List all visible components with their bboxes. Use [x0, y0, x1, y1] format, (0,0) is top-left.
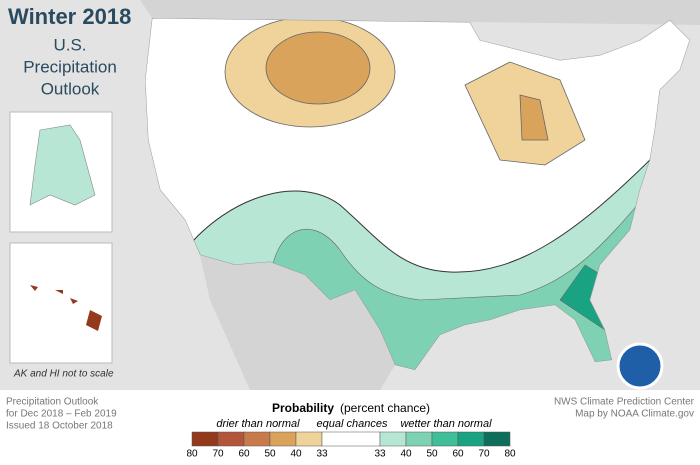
legend-tick-label: 33 — [316, 449, 328, 460]
legend-tick-label: 70 — [212, 449, 224, 460]
legend-title-note: (percent chance) — [340, 401, 430, 415]
mexico — [200, 255, 395, 390]
noaa-logo — [616, 342, 664, 390]
footer — [0, 390, 700, 460]
canada — [140, 0, 700, 25]
hawaii — [30, 285, 102, 331]
legend-label: equal chances — [317, 418, 388, 430]
legend-tick-label: 33 — [374, 449, 386, 460]
footer-line: Map by NOAA Climate.gov — [575, 409, 694, 420]
legend-swatch — [269, 431, 297, 447]
legend-label: wetter than normal — [400, 418, 492, 430]
legend-swatch — [431, 431, 459, 447]
title: Winter 2018 — [8, 4, 131, 29]
alaska — [29, 124, 96, 206]
legend-swatch — [217, 431, 245, 447]
footer-line: Issued 18 October 2018 — [6, 421, 113, 432]
legend-tick-label: 50 — [426, 449, 438, 460]
legend-tick-label: 60 — [452, 449, 464, 460]
legend-tick-label: 40 — [290, 449, 302, 460]
subtitle-line: U.S. — [53, 35, 86, 54]
legend-tick-label: 50 — [264, 449, 276, 460]
legend-tick-label: 80 — [504, 449, 516, 460]
legend-label: drier than normal — [216, 418, 300, 430]
legend-swatch — [379, 431, 407, 447]
legend-swatch — [321, 431, 381, 447]
legend-title: Probability — [272, 401, 334, 415]
legend-swatch — [405, 431, 433, 447]
inset-note: AK and HI not to scale — [13, 369, 114, 380]
legend-tick-label: 70 — [478, 449, 490, 460]
subtitle-line: Precipitation — [23, 57, 117, 76]
legend-swatch — [457, 431, 485, 447]
footer-line: for Dec 2018 – Feb 2019 — [6, 409, 117, 420]
legend-tick-label: 80 — [186, 449, 198, 460]
legend-swatch — [243, 431, 271, 447]
footer-line: NWS Climate Prediction Center — [554, 397, 695, 408]
legend-swatch — [295, 431, 323, 447]
legend-tick-label: 40 — [400, 449, 412, 460]
legend-swatch — [191, 431, 219, 447]
subtitle: U.S. Precipitation Outlook — [23, 35, 117, 98]
subtitle-line: Outlook — [41, 79, 100, 98]
legend-swatch — [483, 431, 511, 447]
legend-tick-label: 60 — [238, 449, 250, 460]
hawaii-inset — [9, 242, 113, 364]
legend: Probability (percent chance) drier than … — [186, 401, 516, 459]
footer-line: Precipitation Outlook — [6, 397, 99, 408]
